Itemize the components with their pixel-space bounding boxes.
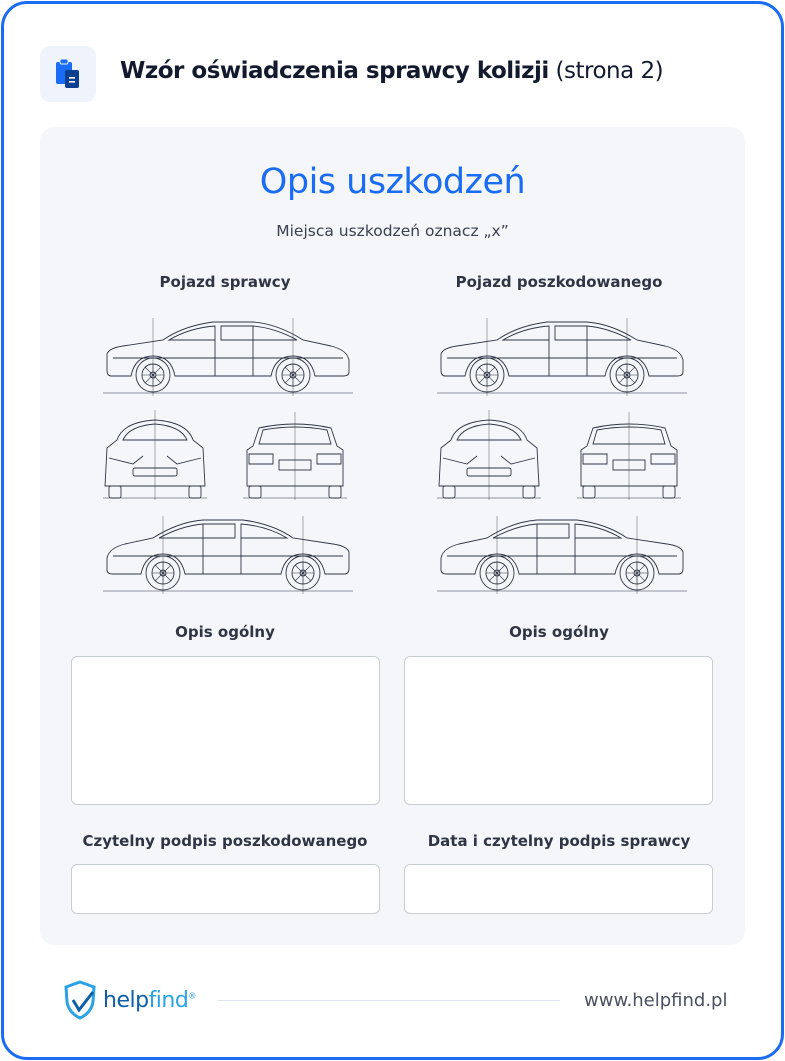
footer-url[interactable]: www.helpfind.pl: [584, 990, 728, 1011]
left-description-field[interactable]: [71, 656, 380, 805]
car-rear-view: [242, 411, 348, 501]
right-desc-label: Opis ogólny: [509, 623, 609, 641]
car-side-right-view: [102, 515, 354, 595]
car-side-right-view: [436, 515, 688, 595]
section-subtitle: Miejsca uszkodzeń oznacz „x”: [276, 222, 509, 240]
damage-panel: [40, 127, 745, 945]
brand-find: find: [148, 987, 189, 1013]
car-rear-view: [576, 411, 682, 501]
car-front-view: [102, 409, 208, 501]
title-page: (strona 2): [555, 58, 664, 84]
brand-help: help: [103, 987, 149, 1013]
car-front-view: [436, 409, 542, 501]
right-signature-label: Data i czytelny podpis sprawcy: [427, 832, 691, 850]
left-vehicle-diagram[interactable]: [100, 310, 360, 600]
title-bold: Wzór oświadczenia sprawcy kolizji: [120, 58, 549, 84]
left-desc-label: Opis ogólny: [175, 623, 275, 641]
section-title: Opis uszkodzeń: [259, 162, 526, 202]
right-vehicle-diagram[interactable]: [434, 310, 694, 600]
right-vehicle-heading: Pojazd poszkodowanego: [455, 273, 663, 291]
right-description-field[interactable]: [404, 656, 713, 805]
car-side-left-view: [436, 317, 688, 397]
document-title: Wzór oświadczenia sprawcy kolizji (stron…: [120, 58, 664, 84]
registered-mark: ®: [188, 991, 196, 1001]
shield-check-icon: [64, 980, 96, 1020]
left-vehicle-heading: Pojazd sprawcy: [159, 273, 291, 291]
footer-divider: [218, 1000, 560, 1001]
right-signature-field[interactable]: [404, 864, 713, 914]
car-side-left-view: [102, 317, 354, 397]
clipboard-document-icon: [40, 46, 96, 102]
left-signature-field[interactable]: [71, 864, 380, 914]
left-signature-label: Czytelny podpis poszkodowanego: [82, 832, 368, 850]
helpfind-logo: helpfind®: [63, 980, 196, 1020]
